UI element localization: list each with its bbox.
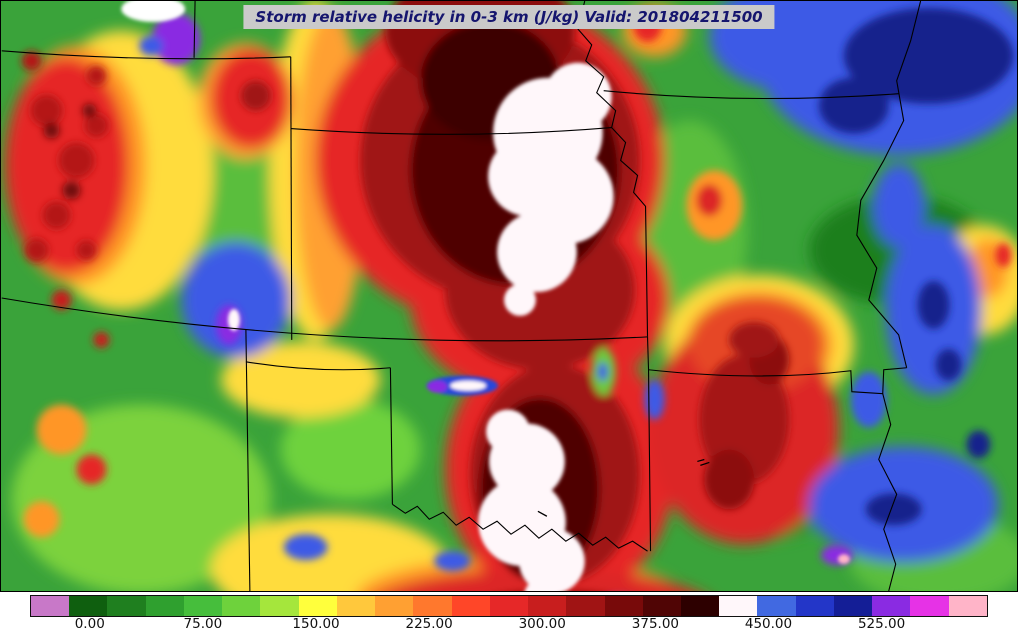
- colorbar-segment: [910, 596, 949, 616]
- colorbar-segment: [489, 596, 529, 616]
- colorbar-tick-label: 300.00: [518, 616, 566, 632]
- colorbar-segment: [528, 596, 567, 616]
- colorbar-segment: [795, 596, 834, 616]
- colorbar-tick-label: 375.00: [631, 616, 680, 632]
- colorbar-segment: [107, 596, 146, 616]
- colorbar-segment: [69, 596, 108, 616]
- colorbar-segment: [566, 596, 605, 616]
- map-canvas: [1, 1, 1017, 591]
- white-maxima: [121, 1, 850, 591]
- annotation-mark: [697, 458, 710, 467]
- state-borders: [1, 1, 922, 591]
- colorbar-segment: [833, 596, 873, 616]
- colorbar-tick-label: 450.00: [744, 616, 793, 632]
- colorbar: 0.00 75.00 150.00 225.00 300.00 375.00 450.00 5…: [0, 592, 1018, 633]
- colorbar-tick-label: 225.00: [405, 616, 453, 632]
- colorbar-segment: [413, 596, 452, 616]
- colorbar-segment: [642, 596, 681, 616]
- colorbar-segment: [222, 596, 261, 616]
- colorbar-segment: [31, 596, 70, 616]
- colorbar-segment: [451, 596, 490, 616]
- colorbar-segment: [948, 596, 987, 616]
- colorbar-tick-label: 150.00: [292, 616, 340, 632]
- annotation-mark: [537, 510, 548, 517]
- colorbar-segment: [872, 596, 911, 616]
- colorbar-segment: [260, 596, 299, 616]
- colorbar-segment: [183, 596, 223, 616]
- colorbar-ticks: 0.00 75.00 150.00 225.00 300.00 375.00 450.00 5…: [30, 616, 986, 633]
- colorbar-tick-label: 0.00: [74, 616, 105, 632]
- colorbar-segment: [375, 596, 414, 616]
- plot-title: Storm relative helicity in 0-3 km (J/kg)…: [243, 5, 775, 29]
- colorbar-segment: [145, 596, 184, 616]
- colorbar-segment: [680, 596, 720, 616]
- colorbar-bar: [30, 595, 988, 617]
- colorbar-segment: [719, 596, 758, 616]
- colorbar-segment: [757, 596, 796, 616]
- colorbar-segment: [604, 596, 643, 616]
- colorbar-segment: [336, 596, 376, 616]
- map-area: [0, 0, 1018, 592]
- colorbar-tick-label: 525.00: [857, 616, 906, 632]
- colorbar-tick-label: 75.00: [183, 616, 223, 632]
- colorbar-segment: [298, 596, 337, 616]
